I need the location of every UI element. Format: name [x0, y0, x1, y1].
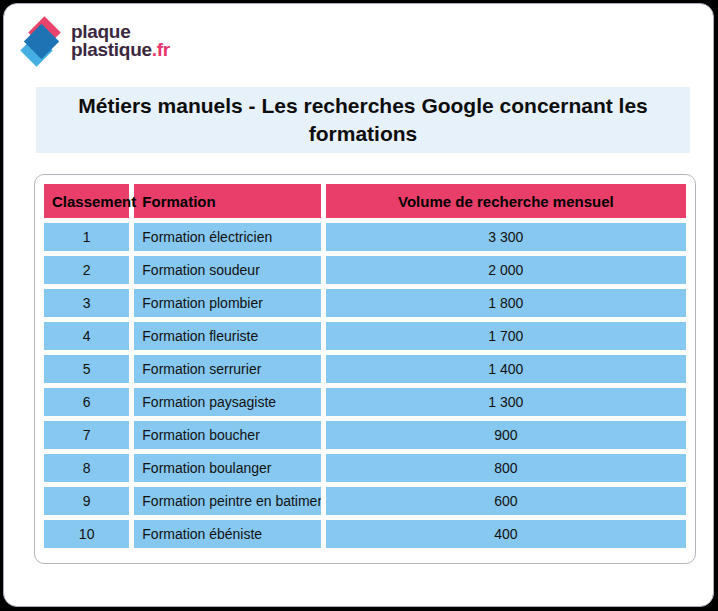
cell-rank: 2	[44, 256, 129, 284]
cell-volume: 1 700	[326, 322, 686, 350]
cell-formation: Formation soudeur	[134, 256, 320, 284]
cell-rank: 6	[44, 388, 129, 416]
header-volume: Volume de recherche mensuel	[326, 184, 686, 218]
logo-fr-suffix: .fr	[152, 39, 170, 60]
cell-rank: 10	[44, 520, 129, 548]
cell-formation: Formation fleuriste	[134, 322, 320, 350]
title-banner: Métiers manuels - Les recherches Google …	[36, 87, 690, 153]
cell-rank: 5	[44, 355, 129, 383]
cell-rank: 9	[44, 487, 129, 515]
table-row: 6 Formation paysagiste 1 300	[44, 388, 686, 416]
logo-line2: plastique.fr	[71, 41, 170, 59]
cell-volume: 3 300	[326, 223, 686, 251]
diamonds-logo-icon	[20, 12, 62, 70]
page-title: Métiers manuels - Les recherches Google …	[63, 92, 663, 148]
logo-wordmark: plaque plastique.fr	[71, 23, 170, 59]
cell-volume: 600	[326, 487, 686, 515]
cell-formation: Formation électricien	[134, 223, 320, 251]
header-formation: Formation	[134, 184, 320, 218]
cell-formation: Formation boucher	[134, 421, 320, 449]
table-row: 8 Formation boulanger 800	[44, 454, 686, 482]
cell-formation: Formation plombier	[134, 289, 320, 317]
plaqueplastique-logo: plaque plastique.fr	[20, 12, 170, 70]
table-row: 5 Formation serrurier 1 400	[44, 355, 686, 383]
table-row: 2 Formation soudeur 2 000	[44, 256, 686, 284]
cell-formation: Formation peintre en batiment	[134, 487, 320, 515]
table-row: 7 Formation boucher 900	[44, 421, 686, 449]
cell-volume: 900	[326, 421, 686, 449]
cell-volume: 1 300	[326, 388, 686, 416]
cell-formation: Formation serrurier	[134, 355, 320, 383]
table-row: 4 Formation fleuriste 1 700	[44, 322, 686, 350]
table-row: 10 Formation ébéniste 400	[44, 520, 686, 548]
cell-formation: Formation boulanger	[134, 454, 320, 482]
cell-volume: 1 800	[326, 289, 686, 317]
cell-volume: 2 000	[326, 256, 686, 284]
cell-rank: 3	[44, 289, 129, 317]
table-row: 1 Formation électricien 3 300	[44, 223, 686, 251]
ranking-table-container: Classement Formation Volume de recherche…	[34, 174, 696, 564]
cell-rank: 8	[44, 454, 129, 482]
table-row: 9 Formation peintre en batiment 600	[44, 487, 686, 515]
cell-volume: 800	[326, 454, 686, 482]
table-header-row: Classement Formation Volume de recherche…	[44, 184, 686, 218]
cell-formation: Formation ébéniste	[134, 520, 320, 548]
table-row: 3 Formation plombier 1 800	[44, 289, 686, 317]
cell-volume: 1 400	[326, 355, 686, 383]
cell-rank: 7	[44, 421, 129, 449]
cell-formation: Formation paysagiste	[134, 388, 320, 416]
cell-rank: 1	[44, 223, 129, 251]
content-card: plaque plastique.fr Métiers manuels - Le…	[3, 3, 714, 607]
cell-rank: 4	[44, 322, 129, 350]
cell-volume: 400	[326, 520, 686, 548]
header-classement: Classement	[44, 184, 129, 218]
ranking-table: Classement Formation Volume de recherche…	[39, 179, 691, 553]
